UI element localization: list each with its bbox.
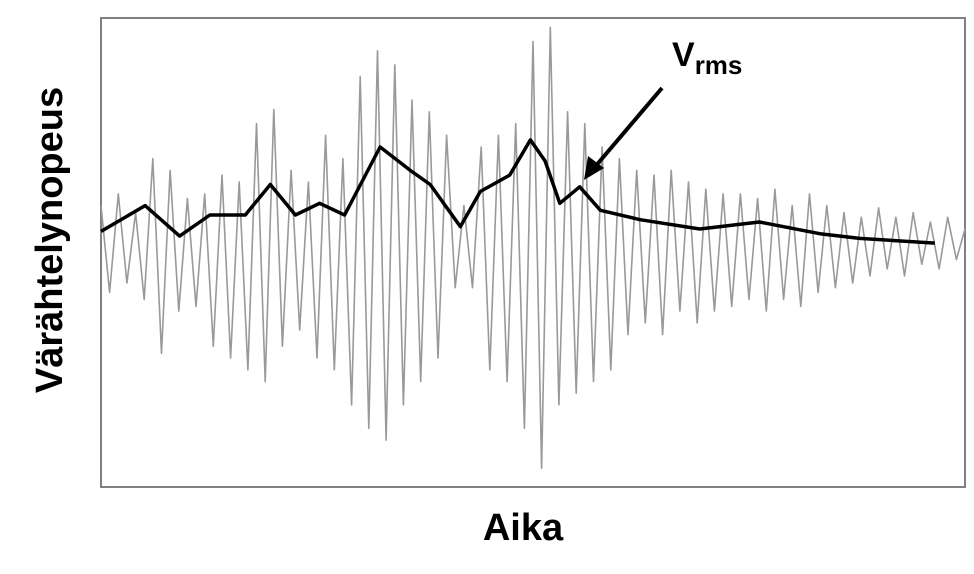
x-axis-title: Aika xyxy=(483,507,564,549)
series-line xyxy=(100,26,966,469)
annotation: Vrms xyxy=(672,36,742,80)
annotation-subscript: rms xyxy=(695,50,743,80)
plot-marks xyxy=(100,26,966,469)
annotation-arrow xyxy=(592,86,664,170)
arrow-head xyxy=(584,156,604,180)
plot-frame xyxy=(100,17,966,488)
y-axis-title: Värähtelynopeus xyxy=(29,87,71,393)
series-line xyxy=(100,138,935,245)
annotation-text: V xyxy=(672,36,695,74)
